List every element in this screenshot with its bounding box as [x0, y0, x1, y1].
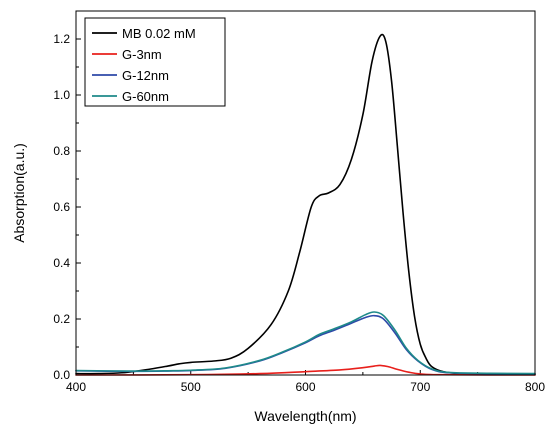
legend-label: G-60nm: [122, 89, 169, 104]
y-tick-label: 0.4: [53, 256, 70, 270]
x-tick-label: 400: [66, 380, 86, 394]
series-line-3: [75, 311, 536, 375]
y-tick-label: 0.2: [53, 312, 70, 326]
ticks-layer: 400 500 600 700 800 0.0 0.2 0.4 0.6 0.8 1.0 1.2: [53, 10, 545, 394]
x-tick-label: 800: [525, 380, 545, 394]
y-tick-label: 0.8: [53, 144, 70, 158]
y-tick-label: 1.0: [53, 88, 70, 102]
lines-layer: [75, 33, 536, 376]
legend: MB 0.02 mM G-3nm G-12nm G-60nm: [84, 17, 226, 107]
series-line-2: [75, 314, 536, 375]
y-tick-label: 0.6: [53, 200, 70, 214]
legend-label: G-3nm: [122, 47, 162, 62]
x-tick-label: 500: [181, 380, 201, 394]
plot-frame: [75, 10, 536, 376]
y-tick-label: 1.2: [53, 32, 70, 46]
y-axis-title: Absorption(a.u.): [11, 143, 27, 243]
x-tick-label: 600: [295, 380, 315, 394]
legend-label: G-12nm: [122, 68, 169, 83]
y-tick-label: 0.0: [53, 368, 70, 382]
series-line-0: [75, 33, 536, 376]
x-axis-title: Wavelength(nm): [254, 408, 356, 424]
legend-label: MB 0.02 mM: [122, 26, 196, 41]
series-line-1: [75, 364, 536, 376]
x-tick-label: 700: [410, 380, 430, 394]
